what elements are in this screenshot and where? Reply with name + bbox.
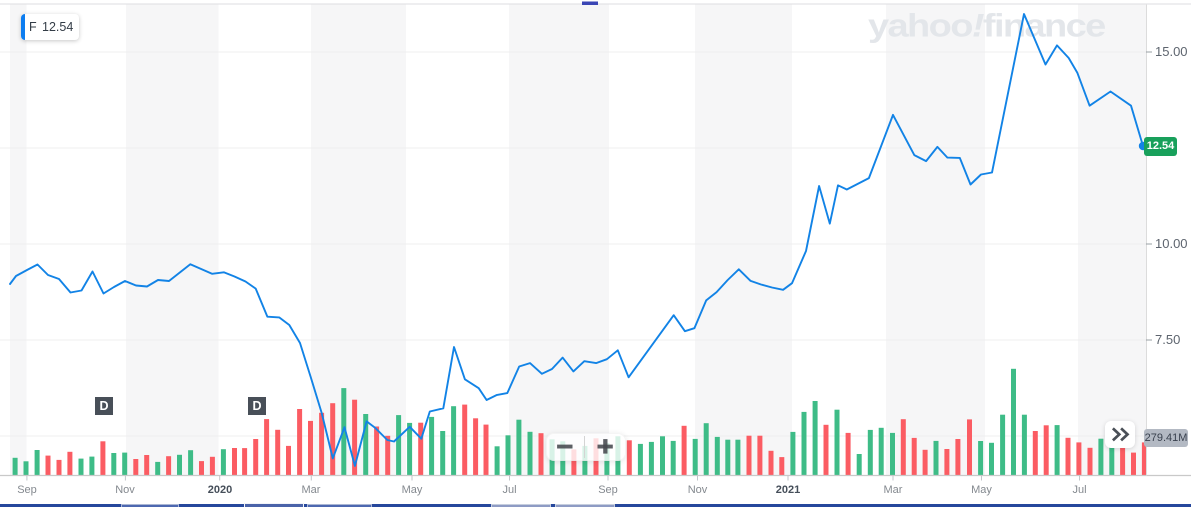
svg-text:yahoo!finance: yahoo!finance [868, 8, 1106, 44]
